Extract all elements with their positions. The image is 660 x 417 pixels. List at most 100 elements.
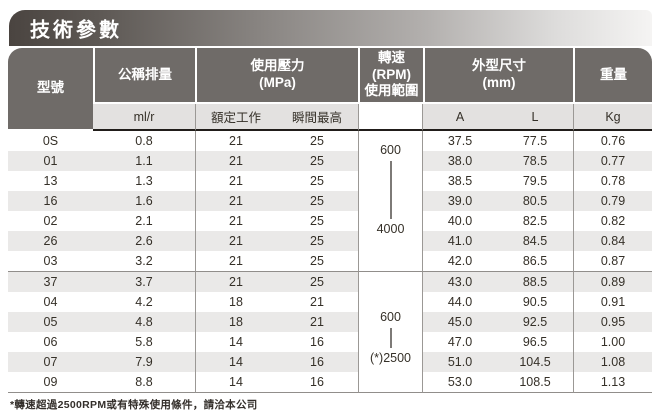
cell-rated: 18 bbox=[195, 292, 276, 312]
cell-model: 05 bbox=[8, 312, 93, 332]
cell-model: 06 bbox=[8, 332, 93, 352]
table-row: 26 2.6 21 25 41.0 84.5 0.84 bbox=[8, 231, 652, 251]
rpm-range-group1: 600 4000 bbox=[359, 131, 422, 238]
cell-dim-l: 108.5 bbox=[497, 372, 573, 393]
cell-dim-l: 88.5 bbox=[497, 271, 573, 292]
cell-peak: 25 bbox=[276, 151, 358, 171]
cell-displacement: 2.1 bbox=[93, 211, 195, 231]
header-model: 型號 bbox=[8, 48, 93, 131]
subheader-dim-a: A bbox=[423, 104, 497, 131]
subheader-peak-pressure: 瞬間最高 bbox=[276, 104, 358, 131]
subheader-dim-l: L bbox=[497, 104, 573, 131]
cell-dim-l: 78.5 bbox=[497, 151, 573, 171]
cell-peak: 25 bbox=[276, 251, 358, 271]
cell-dim-a: 47.0 bbox=[423, 332, 497, 352]
cell-dim-a: 38.5 bbox=[423, 171, 497, 191]
cell-peak: 16 bbox=[276, 352, 358, 372]
cell-weight: 0.82 bbox=[573, 211, 652, 231]
cell-weight: 0.95 bbox=[573, 312, 652, 332]
cell-dim-l: 96.5 bbox=[497, 332, 573, 352]
cell-displacement: 1.6 bbox=[93, 191, 195, 211]
cell-displacement: 0.8 bbox=[93, 131, 195, 151]
cell-dim-l: 90.5 bbox=[497, 292, 573, 312]
cell-rated: 14 bbox=[195, 352, 276, 372]
rpm-range-group2: 600 (*)2500 bbox=[359, 272, 422, 367]
cell-model: 0S bbox=[8, 131, 93, 151]
cell-peak: 25 bbox=[276, 191, 358, 211]
cell-peak: 21 bbox=[276, 292, 358, 312]
table-row: 09 8.8 14 16 53.0 108.5 1.13 bbox=[8, 372, 652, 393]
table-subheader-row: ml/r 額定工作 瞬間最高 A L Kg bbox=[8, 104, 652, 131]
table-row: 0S 0.8 21 25 600 4000 37.5 77.5 0.76 bbox=[8, 131, 652, 271]
cell-dim-a: 53.0 bbox=[423, 372, 497, 393]
table-row: 07 7.9 14 16 51.0 104.5 1.08 bbox=[8, 352, 652, 372]
cell-weight: 0.79 bbox=[573, 191, 652, 211]
cell-rated: 21 bbox=[195, 151, 276, 171]
rpm-min: 600 bbox=[380, 310, 401, 324]
cell-displacement: 7.9 bbox=[93, 352, 195, 372]
cell-rated: 21 bbox=[195, 131, 276, 151]
cell-model: 26 bbox=[8, 231, 93, 251]
cell-peak: 25 bbox=[276, 171, 358, 191]
cell-dim-a: 39.0 bbox=[423, 191, 497, 211]
rpm-range-connector bbox=[389, 328, 392, 348]
cell-rated: 21 bbox=[195, 191, 276, 211]
rpm-max: 4000 bbox=[376, 222, 405, 236]
cell-model: 09 bbox=[8, 372, 93, 393]
header-speed-label: 轉速 bbox=[378, 49, 405, 65]
cell-weight: 0.87 bbox=[573, 251, 652, 271]
cell-model: 13 bbox=[8, 171, 93, 191]
cell-dim-l: 79.5 bbox=[497, 171, 573, 191]
header-dimensions-unit: (mm) bbox=[482, 75, 516, 90]
subheader-speed-blank bbox=[358, 104, 423, 131]
cell-dim-a: 42.0 bbox=[423, 251, 497, 271]
table-row: 16 1.6 21 25 39.0 80.5 0.79 bbox=[8, 191, 652, 211]
table-row: 05 4.8 18 21 45.0 92.5 0.95 bbox=[8, 312, 652, 332]
table-row: 03 3.2 21 25 42.0 86.5 0.87 bbox=[8, 251, 652, 271]
table-row: 06 5.8 14 16 47.0 96.5 1.00 bbox=[8, 332, 652, 352]
header-weight: 重量 bbox=[573, 48, 652, 104]
header-pressure-unit: (MPa) bbox=[259, 75, 296, 90]
cell-dim-l: 84.5 bbox=[497, 231, 573, 251]
page-title: 技術參數 bbox=[30, 19, 122, 42]
table-row: 02 2.1 21 25 40.0 82.5 0.82 bbox=[8, 211, 652, 231]
cell-dim-l: 80.5 bbox=[497, 191, 573, 211]
cell-model: 01 bbox=[8, 151, 93, 171]
subheader-displacement-unit: ml/r bbox=[93, 104, 195, 131]
cell-rated: 21 bbox=[195, 271, 276, 292]
table-row: 13 1.3 21 25 38.5 79.5 0.78 bbox=[8, 171, 652, 191]
cell-model: 03 bbox=[8, 251, 93, 271]
cell-rated: 14 bbox=[195, 332, 276, 352]
cell-weight: 0.89 bbox=[573, 271, 652, 292]
cell-weight: 1.08 bbox=[573, 352, 652, 372]
cell-displacement: 4.2 bbox=[93, 292, 195, 312]
cell-displacement: 1.1 bbox=[93, 151, 195, 171]
cell-displacement: 5.8 bbox=[93, 332, 195, 352]
cell-dim-a: 41.0 bbox=[423, 231, 497, 251]
cell-weight: 0.91 bbox=[573, 292, 652, 312]
rpm-max: (*)2500 bbox=[370, 351, 411, 365]
subheader-weight-unit: Kg bbox=[573, 104, 652, 131]
cell-dim-l: 104.5 bbox=[497, 352, 573, 372]
rpm-range-connector bbox=[389, 161, 392, 219]
cell-model: 04 bbox=[8, 292, 93, 312]
header-displacement-label: 公稱排量 bbox=[118, 66, 172, 82]
cell-weight: 0.84 bbox=[573, 231, 652, 251]
cell-rated: 21 bbox=[195, 211, 276, 231]
table-row: 04 4.2 18 21 44.0 90.5 0.91 bbox=[8, 292, 652, 312]
subheader-rated-pressure: 額定工作 bbox=[195, 104, 276, 131]
table-row-group2-start: 37 3.7 21 25 600 (*)2500 43.0 88.5 0.89 bbox=[8, 271, 652, 393]
cell-weight: 1.13 bbox=[573, 372, 652, 393]
header-speed-range: 轉速 (RPM) 使用範圍 bbox=[358, 48, 423, 104]
footnote: *轉速超過2500RPM或有特殊使用條件，請洽本公司 bbox=[10, 399, 258, 411]
cell-dim-a: 37.5 bbox=[423, 131, 497, 151]
cell-rated: 18 bbox=[195, 312, 276, 332]
cell-model: 16 bbox=[8, 191, 93, 211]
cell-dim-a: 43.0 bbox=[423, 271, 497, 292]
cell-model: 02 bbox=[8, 211, 93, 231]
header-dimensions: 外型尺寸 (mm) bbox=[423, 48, 573, 104]
cell-dim-a: 44.0 bbox=[423, 292, 497, 312]
header-speed-range-label: 使用範圍 bbox=[364, 83, 419, 99]
cell-displacement: 8.8 bbox=[93, 372, 195, 393]
